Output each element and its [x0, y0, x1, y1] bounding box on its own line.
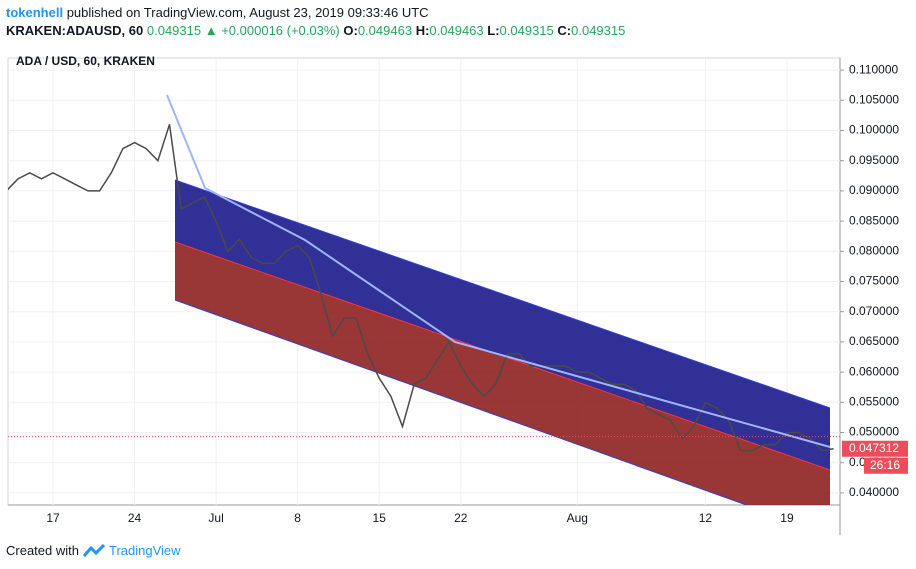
y-tick-label: 0.050000: [849, 425, 899, 439]
y-tick-label: 0.110000: [849, 62, 898, 76]
x-tick-label: 15: [373, 511, 387, 525]
x-tick-label: 19: [780, 511, 794, 525]
x-tick-label: 24: [128, 511, 142, 525]
l-label: L:: [487, 23, 500, 38]
x-tick-label: 8: [294, 511, 301, 525]
x-tick-label: 17: [46, 511, 60, 525]
open: 0.049463: [357, 23, 413, 38]
brand: TradingView: [108, 543, 181, 558]
series-layer: [8, 58, 840, 505]
user[interactable]: tokenhell: [6, 5, 64, 20]
drawings: [174, 179, 831, 505]
y-tick-label: 0.055000: [849, 394, 899, 408]
countdown-badge: [864, 457, 908, 474]
x-tick-label: Jul: [208, 511, 223, 525]
channel-bottom: [174, 299, 748, 505]
created: Created with: [6, 543, 79, 558]
y-tick-label: 0.085000: [849, 213, 899, 227]
y-tick-label: 0.065000: [849, 334, 899, 348]
low: 0.049315: [499, 23, 554, 38]
last: 0.049315: [146, 23, 202, 38]
price-badge-label: 0.047312: [849, 441, 899, 455]
y-tick-label: 0.100000: [849, 123, 899, 137]
footer: Created with TradingView: [6, 543, 181, 558]
change: ▲ +0.000016 (+0.03%): [204, 23, 340, 38]
h-label: H:: [415, 23, 430, 38]
published: published on TradingView.com, August 23,…: [66, 5, 429, 20]
channel-top: [174, 179, 831, 409]
y-tick-label: 0.075000: [849, 274, 899, 288]
price-line: [8, 124, 834, 452]
x-tick-label: 12: [699, 511, 713, 525]
y-tick-label: 0.080000: [849, 243, 899, 257]
publish-line: tokenhell published on TradingView.com, …: [6, 4, 625, 22]
quote-line: KRAKEN:ADAUSD, 60 0.049315 ▲ +0.000016 (…: [6, 22, 625, 40]
channel-lower: [175, 242, 830, 505]
c-label: C:: [557, 23, 572, 38]
channel-upper: [175, 180, 830, 470]
logo: [82, 543, 105, 557]
y-tick-label: 0.090000: [849, 183, 899, 197]
o-label: O:: [343, 23, 358, 38]
high: 0.049463: [429, 23, 484, 38]
symbol: KRAKEN:ADAUSD, 60: [6, 23, 144, 38]
y-tick-label: 0.060000: [849, 364, 899, 378]
x-tick-label: Aug: [567, 511, 588, 525]
price-badge: [842, 440, 908, 457]
chart-title: ADA / USD, 60, KRAKEN: [16, 54, 155, 68]
y-tick-label: 0.105000: [849, 92, 899, 106]
x-tick-label: 22: [454, 511, 468, 525]
header: tokenhell published on TradingView.com, …: [6, 4, 625, 40]
trend-line: [166, 94, 831, 448]
y-tick-label: 0.040000: [849, 485, 899, 499]
countdown-label: 26:16: [870, 458, 900, 472]
y-tick-label: 0.095000: [849, 153, 899, 167]
close: 0.049315: [571, 23, 626, 38]
y-tick-label: 0.070000: [849, 304, 899, 318]
